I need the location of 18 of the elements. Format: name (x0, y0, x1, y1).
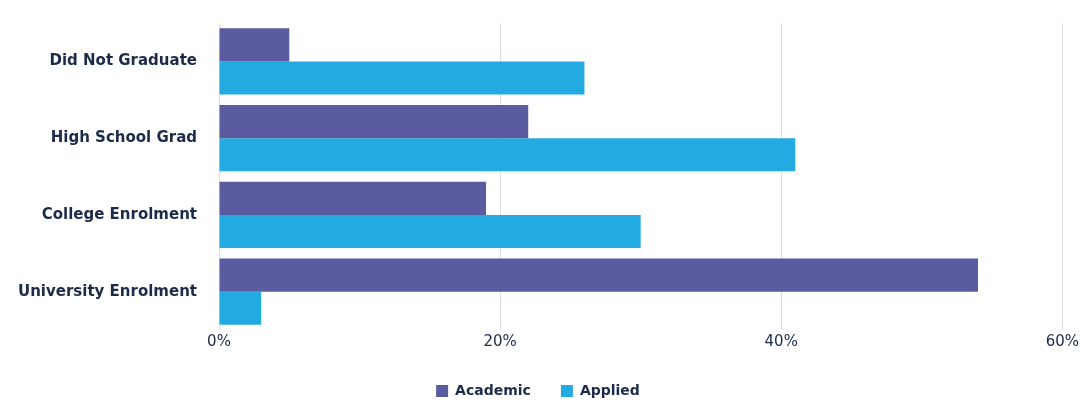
bar (219, 258, 978, 292)
legend-label: Applied (579, 381, 640, 398)
bar (219, 61, 585, 95)
bar (219, 214, 641, 248)
x-tick-label: 60% (1045, 331, 1079, 350)
x-tick-label: 0% (207, 331, 231, 350)
bar (219, 181, 487, 215)
bar (219, 28, 290, 62)
bar (219, 138, 796, 172)
bar (219, 105, 529, 139)
y-tick-label: University Enrolment (18, 281, 198, 300)
x-tick-label: 20% (483, 331, 517, 350)
x-tick-label: 40% (764, 331, 798, 350)
y-tick-label: Did Not Graduate (49, 51, 198, 70)
y-tick-label: College Enrolment (41, 204, 198, 223)
legend-label: Academic (455, 381, 531, 398)
bar (219, 291, 262, 325)
y-tick-label: High School Grad (50, 128, 198, 147)
